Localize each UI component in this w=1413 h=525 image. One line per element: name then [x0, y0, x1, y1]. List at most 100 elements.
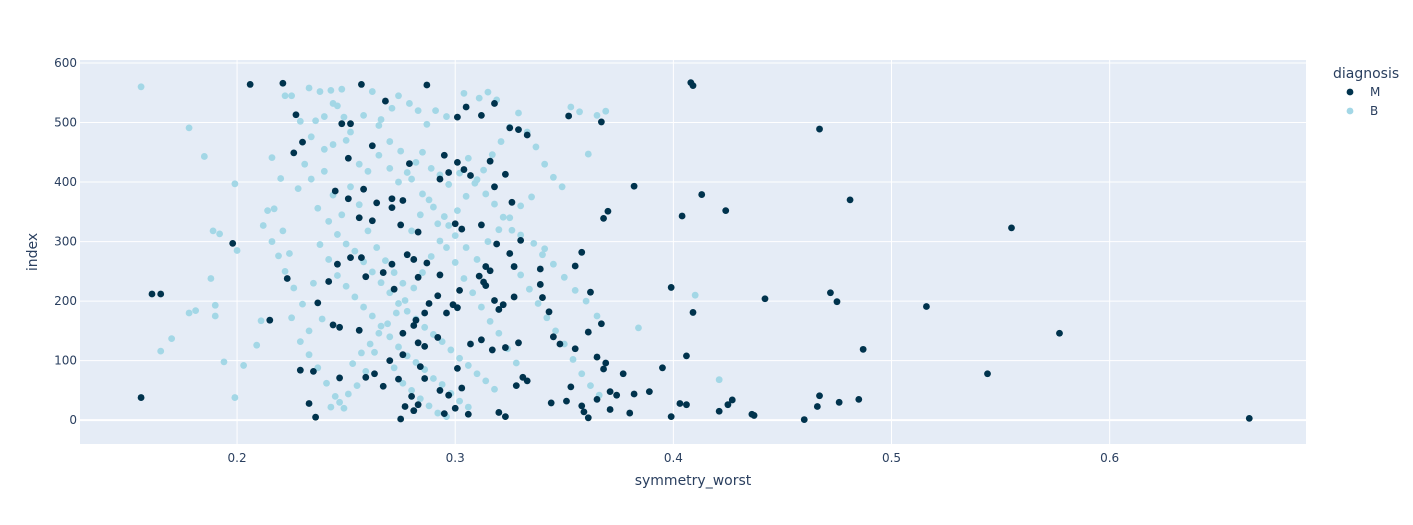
data-point-B — [296, 117, 304, 125]
data-point-B — [316, 241, 324, 248]
data-point-M — [401, 403, 409, 410]
data-point-M — [368, 142, 376, 150]
data-point-M — [397, 221, 405, 229]
data-point-M — [456, 287, 463, 294]
data-point-M — [545, 308, 553, 316]
data-point-M — [676, 400, 684, 407]
data-point-B — [305, 84, 313, 92]
data-point-M — [659, 364, 666, 372]
data-point-B — [347, 128, 354, 136]
data-point-B — [368, 268, 376, 276]
data-point-M — [508, 198, 516, 206]
data-point-B — [451, 259, 459, 266]
data-point-B — [375, 329, 383, 337]
data-point-B — [366, 340, 374, 348]
data-point-B — [386, 333, 394, 341]
data-point-M — [467, 172, 474, 179]
data-point-B — [323, 379, 330, 387]
data-point-B — [200, 153, 208, 160]
data-point-B — [549, 173, 557, 181]
data-point-M — [388, 195, 396, 203]
data-point-M — [403, 251, 411, 259]
data-point-B — [602, 107, 610, 115]
data-point-M — [388, 204, 396, 212]
data-point-M — [698, 191, 706, 198]
data-point-B — [270, 205, 278, 213]
data-point-M — [750, 412, 758, 419]
data-point-M — [436, 271, 444, 279]
data-point-M — [310, 367, 317, 375]
data-point-B — [334, 272, 341, 279]
data-point-B — [395, 300, 402, 307]
data-point-M — [689, 309, 697, 316]
data-point-M — [399, 197, 407, 204]
data-point-M — [1245, 415, 1253, 422]
data-point-B — [436, 237, 444, 245]
data-point-M — [421, 342, 429, 350]
data-point-M — [855, 395, 863, 403]
data-point-B — [231, 394, 239, 401]
data-point-M — [626, 409, 634, 417]
data-point-B — [338, 211, 346, 219]
data-point-B — [281, 92, 289, 100]
data-point-B — [445, 181, 453, 188]
data-point-M — [371, 370, 378, 378]
data-point-B — [368, 312, 376, 320]
data-point-B — [464, 403, 472, 411]
y-tick-label: 600 — [54, 56, 77, 70]
data-point-B — [395, 343, 402, 351]
data-point-M — [565, 112, 573, 120]
data-point-M — [584, 414, 592, 422]
data-point-B — [351, 293, 359, 301]
data-point-B — [268, 238, 276, 245]
data-point-B — [137, 83, 145, 91]
data-point-B — [469, 289, 477, 297]
data-point-B — [307, 133, 315, 141]
data-point-B — [543, 314, 551, 322]
data-point-B — [371, 348, 378, 356]
data-point-M — [517, 236, 525, 244]
data-point-M — [480, 278, 487, 286]
data-point-M — [406, 160, 413, 167]
data-point-M — [1056, 329, 1063, 337]
data-point-M — [436, 175, 444, 183]
data-point-B — [168, 335, 176, 343]
data-point-M — [515, 126, 522, 134]
data-point-M — [645, 388, 653, 396]
data-point-M — [423, 259, 431, 267]
data-point-B — [390, 269, 398, 276]
data-point-B — [484, 88, 492, 96]
data-point-M — [547, 399, 555, 407]
data-point-B — [408, 227, 415, 235]
data-point-M — [683, 352, 690, 360]
data-point-M — [362, 373, 370, 381]
data-point-B — [419, 190, 426, 198]
data-point-M — [386, 357, 394, 365]
data-point-B — [279, 227, 287, 235]
data-point-B — [185, 309, 193, 317]
data-point-B — [506, 214, 514, 222]
data-point-B — [334, 231, 341, 238]
data-point-B — [491, 200, 498, 208]
data-point-M — [1008, 224, 1015, 232]
data-point-B — [342, 136, 350, 144]
data-point-B — [427, 253, 435, 260]
data-point-M — [619, 370, 627, 378]
data-point-M — [491, 297, 498, 304]
data-point-M — [491, 100, 498, 107]
data-point-M — [290, 149, 298, 157]
data-point-B — [386, 164, 394, 172]
data-point-M — [816, 392, 823, 400]
data-point-B — [403, 169, 411, 176]
data-point-M — [563, 397, 570, 405]
y-tick-label: 400 — [54, 175, 77, 189]
x-tick-labels: 0.2 0.3 0.4 0.5 0.6 — [228, 451, 1120, 465]
data-point-M — [630, 390, 638, 398]
x-tick-label: 0.2 — [228, 451, 247, 465]
data-point-M — [578, 248, 586, 256]
data-point-B — [635, 324, 642, 332]
data-point-M — [512, 382, 520, 390]
data-point-B — [377, 116, 385, 123]
data-point-B — [377, 279, 385, 287]
data-point-B — [443, 244, 450, 251]
